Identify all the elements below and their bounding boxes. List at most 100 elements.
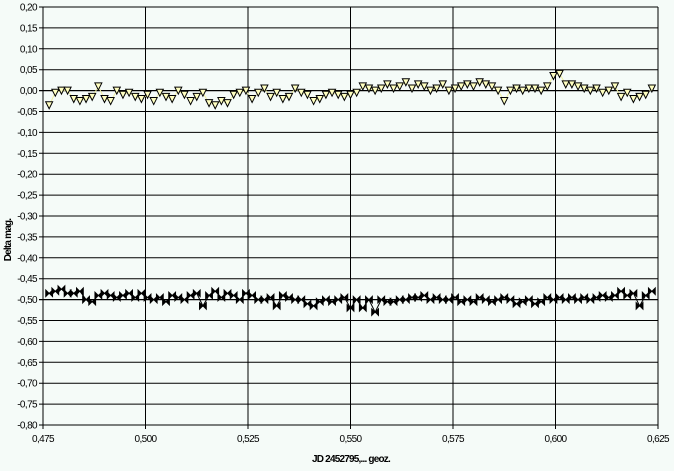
data-point-triangle [272, 88, 282, 98]
data-point-bowtie [383, 297, 392, 307]
data-point-triangle [579, 84, 589, 94]
data-point-bowtie [285, 293, 293, 302]
y-tick-label: -0,75 [17, 400, 38, 411]
data-point-bowtie [598, 290, 607, 300]
y-tick-label: -0,35 [17, 232, 38, 243]
data-point-bowtie [463, 295, 472, 305]
data-point-triangle [229, 90, 238, 100]
data-point-triangle [266, 92, 275, 102]
data-point-triangle [407, 84, 417, 94]
data-point-bowtie [543, 293, 552, 302]
data-point-triangle [235, 88, 245, 98]
data-point-bowtie [57, 284, 66, 294]
data-point-triangle [524, 84, 534, 94]
data-point-bowtie [365, 295, 373, 305]
data-point-bowtie [76, 286, 84, 296]
data-point-bowtie [192, 288, 201, 298]
data-point-triangle [493, 86, 503, 96]
data-point-triangle [63, 86, 72, 96]
data-point-triangle [161, 92, 171, 102]
x-tick-label: 0,525 [237, 434, 260, 445]
data-point-triangle [112, 86, 122, 96]
data-point-triangle [192, 92, 202, 102]
data-point-triangle [346, 90, 355, 100]
data-point-triangle [352, 88, 361, 98]
data-point-bowtie [211, 286, 220, 296]
data-point-triangle [389, 84, 398, 94]
data-point-bowtie [242, 288, 250, 298]
data-point-triangle [475, 78, 484, 87]
y-axis-label: Delta mag. [3, 218, 14, 262]
data-point-triangle [518, 86, 528, 96]
data-point-triangle [641, 90, 651, 100]
x-tick-label: 0,625 [647, 434, 670, 445]
data-point-triangle [426, 86, 435, 96]
data-point-triangle [487, 82, 497, 92]
data-point-triangle [530, 84, 540, 94]
data-point-triangle [321, 90, 331, 100]
data-point-bowtie [580, 293, 589, 302]
data-point-triangle [573, 82, 583, 92]
data-point-triangle [364, 84, 374, 94]
data-point-bowtie [438, 295, 447, 305]
data-point-bowtie [506, 295, 515, 305]
y-tick-label: 0,15 [20, 23, 38, 34]
y-tick-label: 0,20 [20, 3, 38, 14]
data-point-triangle [604, 86, 614, 96]
data-point-bowtie [352, 295, 361, 305]
data-point-bowtie [254, 295, 263, 305]
data-point-bowtie [223, 288, 232, 298]
data-point-triangle [401, 78, 411, 87]
y-tick-label: -0,55 [17, 316, 38, 327]
y-tick-label: 0,05 [20, 65, 38, 76]
y-tick-label: -0,50 [17, 295, 38, 306]
data-point-bowtie [155, 293, 164, 302]
data-point-triangle [450, 84, 460, 94]
data-point-triangle [616, 92, 626, 102]
x-tick-label: 0,475 [32, 434, 55, 445]
data-point-triangle [87, 92, 97, 102]
data-point-bowtie [475, 293, 484, 302]
data-point-triangle [186, 97, 195, 106]
data-point-triangle [100, 94, 109, 104]
data-point-triangle [278, 94, 288, 104]
data-point-bowtie [303, 299, 312, 309]
data-point-bowtie [168, 290, 177, 300]
data-point-triangle [340, 92, 349, 102]
y-tick-label: -0,05 [17, 107, 38, 118]
data-point-triangle [432, 84, 441, 94]
grid [39, 6, 659, 429]
y-tick-label: -0,60 [17, 337, 38, 348]
data-point-triangle [303, 90, 312, 100]
data-point-triangle [167, 94, 177, 104]
data-point-bowtie [322, 295, 330, 305]
data-point-triangle [81, 94, 91, 104]
data-point-triangle [512, 84, 521, 94]
data-point-triangle [143, 90, 152, 100]
data-point-bowtie [420, 290, 429, 300]
data-point-bowtie [143, 293, 152, 302]
data-point-triangle [50, 88, 60, 98]
data-point-triangle [370, 86, 380, 96]
data-point-triangle [555, 69, 564, 79]
data-point-bowtie [524, 295, 533, 305]
y-tick-label: 0,00 [20, 86, 38, 97]
data-point-triangle [499, 97, 509, 106]
y-tick-label: -0,25 [17, 191, 38, 202]
data-point-triangle [241, 86, 251, 96]
data-point-triangle [155, 88, 165, 98]
data-point-triangle [69, 94, 79, 104]
series-1 [44, 69, 657, 110]
data-point-triangle [290, 84, 300, 94]
data-point-triangle [315, 94, 325, 104]
data-point-triangle [413, 80, 423, 89]
data-point-bowtie [647, 286, 656, 296]
data-point-bowtie [346, 303, 355, 313]
data-point-triangle [506, 86, 515, 96]
data-point-triangle [592, 84, 601, 94]
data-point-triangle [210, 101, 220, 110]
y-axis-ticks: 0,20 0,15 0,10 0,05 0,00 -0,05 -0,10 -0,15 -0,20… [17, 3, 38, 432]
y-tick-label: -0,15 [17, 149, 38, 160]
data-point-bowtie [617, 286, 625, 296]
